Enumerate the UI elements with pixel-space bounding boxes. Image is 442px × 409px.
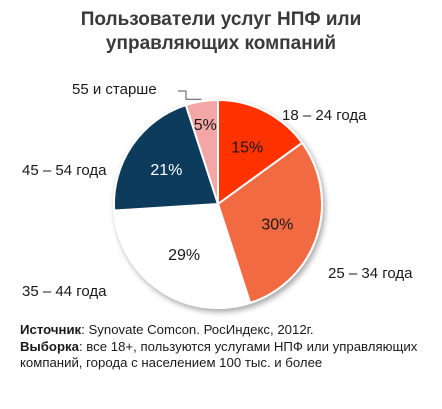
slice-value-label-2: 30% xyxy=(261,216,293,233)
slice-value-label-4: 21% xyxy=(150,162,182,179)
slice-category-label-4: 45 – 54 года xyxy=(22,162,107,179)
pie-slice-1 xyxy=(217,98,304,206)
sample-text: : все 18+, пользуются услугами НПФ или у… xyxy=(20,338,418,371)
source-text: : Synovate Comcon. РосИндекс, 2012г. xyxy=(81,322,314,337)
sample-note: Выборка: все 18+, пользуются услугами НП… xyxy=(20,339,432,372)
slice-category-label-5: 55 и старше xyxy=(72,81,157,98)
pie-slice-2 xyxy=(216,141,323,305)
slice-category-label-3: 35 – 44 года xyxy=(22,283,107,300)
pie-slice-5 xyxy=(184,98,219,205)
chart-title-line-2: управляющих компаний xyxy=(105,33,337,54)
chart-title-line-1: Пользователи услуг НПФ или xyxy=(80,9,362,30)
pie-slice-4 xyxy=(113,103,220,212)
source-note: Источник: Synovate Comcon. РосИндекс, 20… xyxy=(20,322,432,339)
slice-category-label-1: 18 – 24 года xyxy=(282,107,367,124)
slice-value-label-3: 29% xyxy=(168,247,200,264)
sample-label: Выборка xyxy=(20,338,79,354)
leader-line-55-plus xyxy=(178,90,202,100)
slice-value-label-5: 5% xyxy=(194,117,217,134)
pie-slice-3 xyxy=(113,202,252,309)
source-label: Источник xyxy=(20,322,82,337)
slice-value-label-1: 15% xyxy=(231,140,263,157)
chart-footer: Источник: Synovate Comcon. РосИндекс, 20… xyxy=(20,322,432,372)
slice-category-label-2: 25 – 34 года xyxy=(328,265,413,282)
chart-title: Пользователи услуг НПФ или управляющих к… xyxy=(0,8,442,56)
